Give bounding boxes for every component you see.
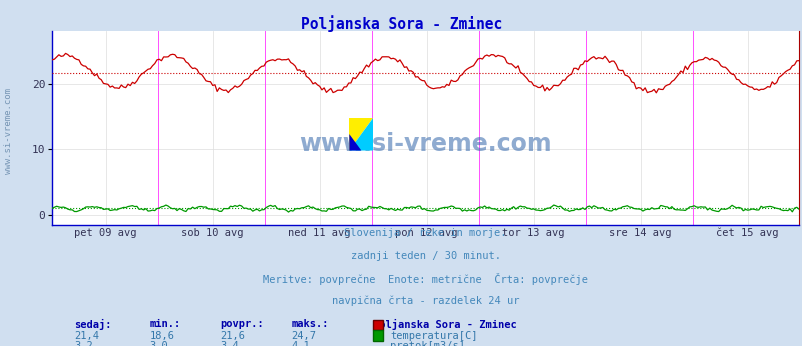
Text: 21,4: 21,4 <box>75 331 99 341</box>
Text: Meritve: povprečne  Enote: metrične  Črta: povprečje: Meritve: povprečne Enote: metrične Črta:… <box>263 273 587 285</box>
Text: 24,7: 24,7 <box>291 331 316 341</box>
FancyBboxPatch shape <box>373 330 383 341</box>
Text: 18,6: 18,6 <box>149 331 174 341</box>
Polygon shape <box>349 118 373 151</box>
Text: 3,4: 3,4 <box>220 342 239 346</box>
Text: pretok[m3/s]: pretok[m3/s] <box>390 342 465 346</box>
Text: sedaj:: sedaj: <box>75 319 112 330</box>
Text: 3,0: 3,0 <box>149 342 168 346</box>
Text: navpična črta - razdelek 24 ur: navpična črta - razdelek 24 ur <box>331 295 519 306</box>
Text: povpr.:: povpr.: <box>220 319 264 329</box>
FancyBboxPatch shape <box>373 320 383 330</box>
Text: www.si-vreme.com: www.si-vreme.com <box>299 131 551 155</box>
Text: 4,1: 4,1 <box>291 342 310 346</box>
Polygon shape <box>349 134 361 151</box>
Text: 3,2: 3,2 <box>75 342 93 346</box>
Text: 21,6: 21,6 <box>220 331 245 341</box>
Text: Poljanska Sora - Zminec: Poljanska Sora - Zminec <box>373 319 516 330</box>
Text: min.:: min.: <box>149 319 180 329</box>
Text: temperatura[C]: temperatura[C] <box>390 331 477 341</box>
Polygon shape <box>349 118 373 151</box>
Text: maks.:: maks.: <box>291 319 328 329</box>
Text: Poljanska Sora - Zminec: Poljanska Sora - Zminec <box>301 16 501 33</box>
Text: Slovenija / reke in morje.: Slovenija / reke in morje. <box>344 228 506 238</box>
Text: zadnji teden / 30 minut.: zadnji teden / 30 minut. <box>350 251 500 261</box>
Text: www.si-vreme.com: www.si-vreme.com <box>3 89 13 174</box>
